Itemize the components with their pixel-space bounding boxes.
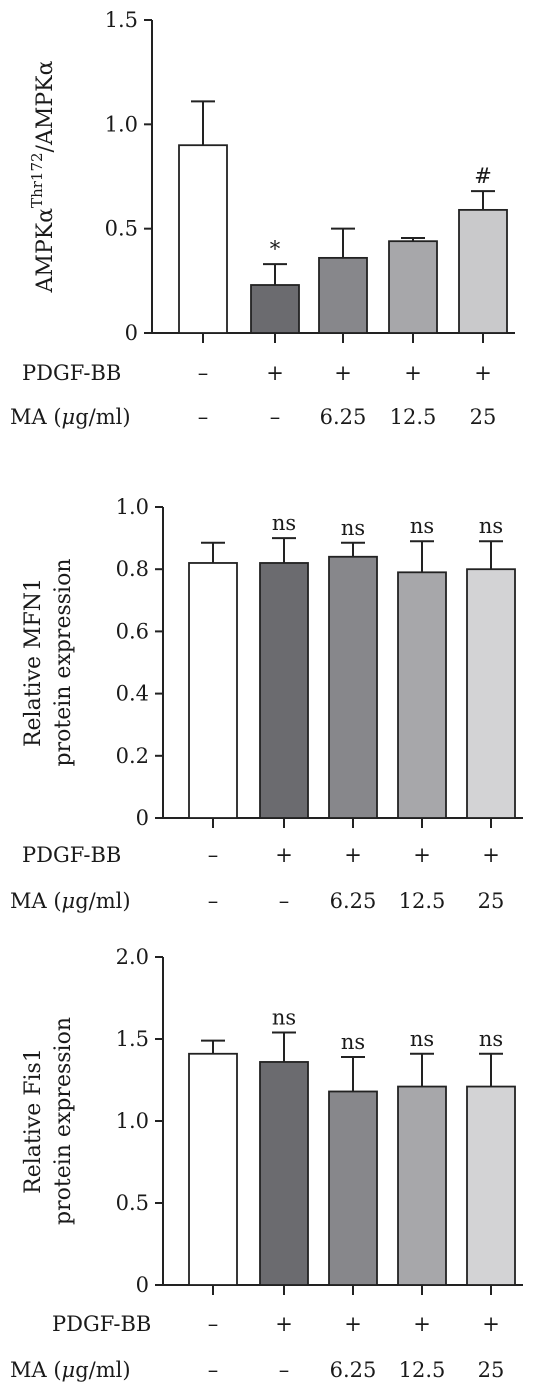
y-tick-label: 0.5	[105, 217, 138, 241]
condition-value: 12.5	[390, 405, 437, 429]
y-axis-label: Relative MFN1	[21, 578, 46, 747]
condition-value: 12.5	[399, 1358, 446, 1382]
y-tick-label: 0.8	[116, 557, 149, 581]
condition-value: –	[208, 1312, 219, 1336]
ma-row-label: MA (μg/ml)	[10, 405, 131, 429]
pdgf-row-label: PDGF-BB	[22, 843, 121, 867]
significance-label: ns	[272, 1005, 296, 1029]
y-tick-label: 0.5	[116, 1191, 149, 1215]
bar	[458, 208, 508, 334]
panel-3: 0 0.5 1.0 1.5 2.0 ns ns ns ns Relative Fis1 protei…	[10, 945, 523, 1382]
y-tick-label: 0.4	[116, 682, 149, 706]
condition-value: +	[474, 361, 492, 385]
condition-value: –	[279, 889, 290, 913]
condition-value: +	[275, 1312, 293, 1336]
condition-value: –	[198, 405, 209, 429]
condition-value: 6.25	[320, 405, 367, 429]
bar	[250, 284, 300, 334]
y-tick-label: 0.2	[116, 744, 149, 768]
condition-value: 12.5	[399, 889, 446, 913]
condition-value: +	[275, 843, 293, 867]
significance-label: ns	[341, 1030, 365, 1054]
condition-value: –	[208, 843, 219, 867]
bar	[259, 562, 309, 819]
condition-value: +	[482, 843, 500, 867]
y-axis-label: protein expression	[51, 1017, 76, 1225]
bar	[397, 571, 447, 819]
ma-row-label: MA (μg/ml)	[10, 889, 131, 913]
pdgf-row-label: PDGF-BB	[22, 361, 121, 385]
condition-value: –	[208, 1358, 219, 1382]
condition-value: –	[279, 1358, 290, 1382]
condition-value: 6.25	[330, 1358, 377, 1382]
y-tick-label: 0.6	[116, 619, 149, 643]
significance-label: ns	[272, 511, 296, 535]
bar	[188, 562, 238, 819]
ma-row-label: MA (μg/ml)	[10, 1358, 131, 1382]
y-axis-label: AMPKαThr172/AMPKα	[28, 60, 58, 293]
condition-value: 6.25	[330, 889, 377, 913]
y-tick-label: 1.5	[116, 1027, 149, 1051]
y-tick-label: 2.0	[116, 945, 149, 969]
significance-label: *	[270, 237, 281, 261]
bar	[259, 1061, 309, 1286]
significance-label: ns	[479, 514, 503, 538]
condition-value: +	[413, 1312, 431, 1336]
bar	[466, 568, 516, 819]
condition-value: +	[334, 361, 352, 385]
bar	[318, 256, 368, 334]
condition-value: 25	[478, 1358, 505, 1382]
y-tick-label: 1.5	[105, 8, 138, 32]
y-tick-label: 0	[136, 1273, 149, 1297]
panel-1: 0 0.5 1.0 1.5 * # AMPKαThr172/AMPKα PDGF-BB – + + +…	[10, 8, 515, 429]
y-tick-label: 1.0	[116, 495, 149, 519]
y-axis-label: protein expression	[51, 559, 76, 767]
y-tick-label: 1.0	[116, 1109, 149, 1133]
condition-value: –	[208, 889, 219, 913]
significance-label: ns	[341, 516, 365, 540]
condition-value: +	[404, 361, 422, 385]
bar	[388, 240, 438, 334]
condition-value: 25	[470, 405, 497, 429]
significance-label: #	[474, 164, 492, 188]
y-axis-label: Relative Fis1	[21, 1048, 46, 1194]
significance-label: ns	[410, 514, 434, 538]
significance-label: ns	[479, 1027, 503, 1051]
condition-value: +	[344, 1312, 362, 1336]
bar	[397, 1085, 447, 1286]
bar	[328, 1090, 378, 1286]
condition-value: +	[482, 1312, 500, 1336]
bar	[178, 144, 228, 334]
y-tick-label: 0	[136, 806, 149, 830]
bar	[466, 1085, 516, 1286]
condition-value: +	[266, 361, 284, 385]
condition-value: –	[198, 361, 209, 385]
y-tick-label: 1.0	[105, 112, 138, 136]
bar	[188, 1052, 238, 1286]
significance-label: ns	[410, 1027, 434, 1051]
condition-value: 25	[478, 889, 505, 913]
condition-value: +	[413, 843, 431, 867]
bar	[328, 555, 378, 819]
condition-value: –	[270, 405, 281, 429]
condition-value: +	[344, 843, 362, 867]
y-tick-label: 0	[125, 321, 138, 345]
panel-2: 0 0.2 0.4 0.6 0.8 1.0 ns ns ns ns Relative MFN1 pro…	[10, 495, 523, 913]
pdgf-row-label: PDGF-BB	[52, 1312, 151, 1336]
